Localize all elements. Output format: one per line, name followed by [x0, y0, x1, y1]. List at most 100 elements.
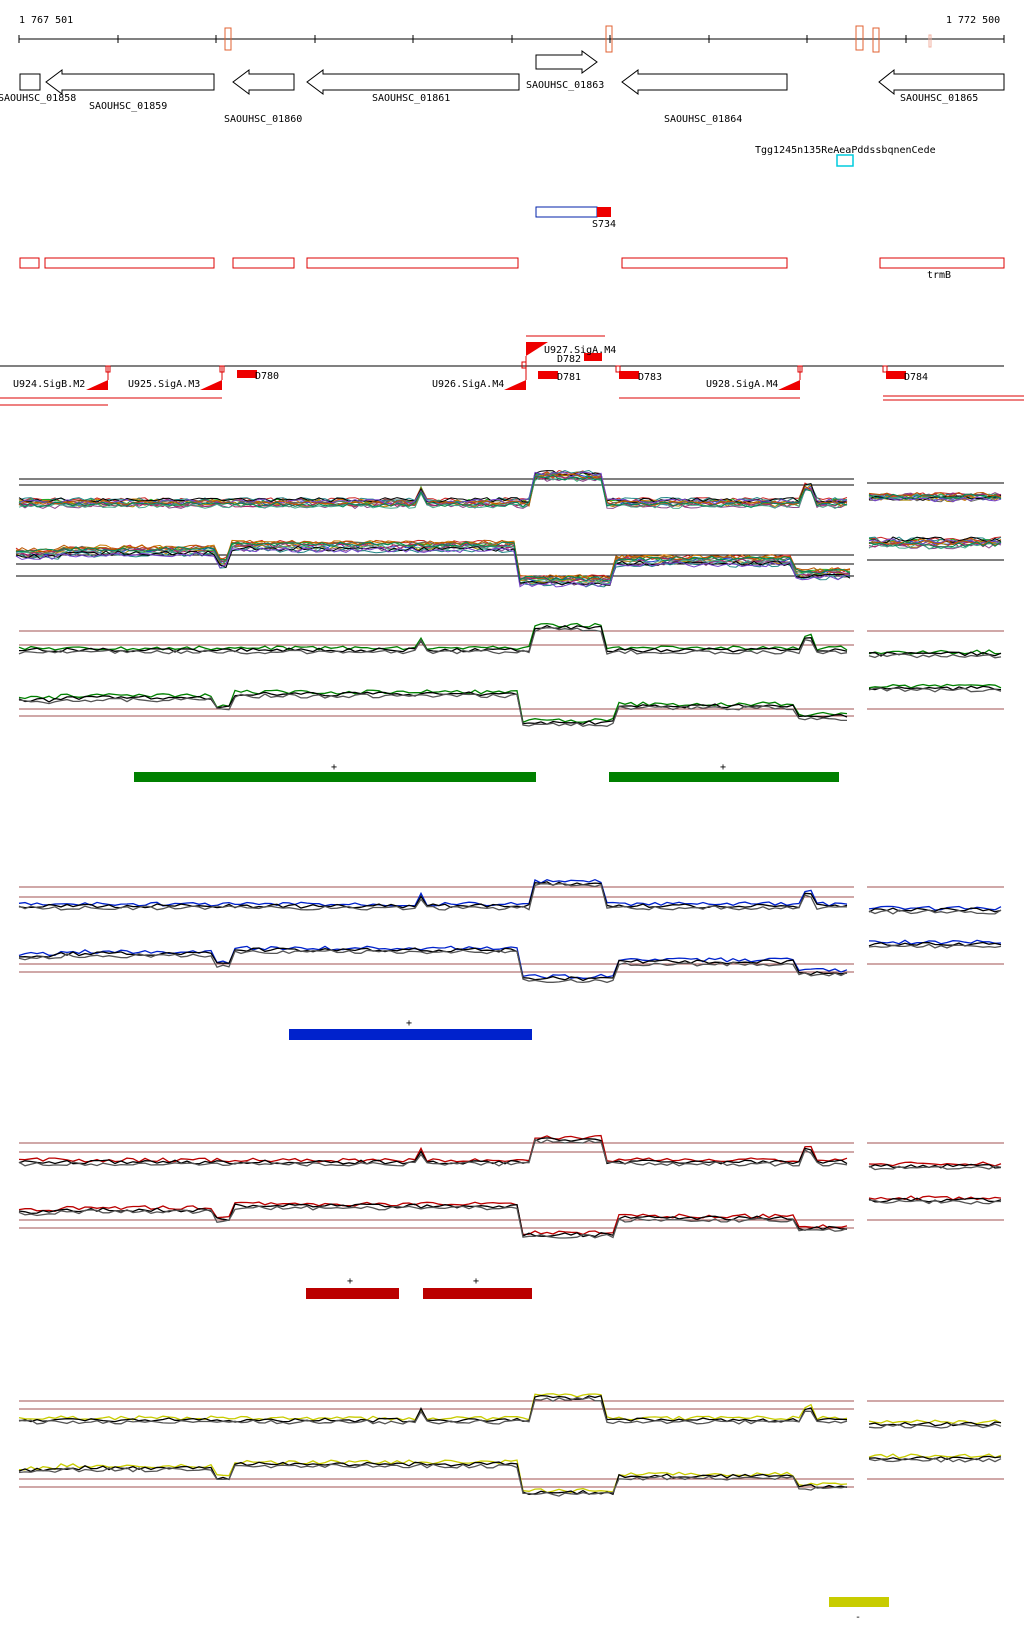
- gene-label: SAOUHSC_01860: [224, 114, 302, 125]
- trmb-label: trmB: [927, 270, 951, 281]
- green-trace: [868, 651, 1002, 657]
- strand-mark: -: [855, 1612, 861, 1623]
- gene-label: SAOUHSC_01859: [89, 101, 167, 112]
- overview-trace: [18, 474, 848, 508]
- gene-label: SAOUHSC_01864: [664, 114, 742, 125]
- red-region-bar[interactable]: [423, 1288, 532, 1299]
- red-trace: [18, 1134, 848, 1163]
- gene-label: SAOUHSC_01858: [0, 93, 76, 104]
- overview-trace: [15, 541, 851, 581]
- red-trace: [18, 1138, 848, 1167]
- gene-arrow-01864[interactable]: [621, 69, 788, 95]
- yellow-condition-panel: -: [18, 1393, 1004, 1623]
- gene-track: [19, 50, 1005, 96]
- gene-arrow-01863[interactable]: [535, 50, 598, 74]
- overview-trace: [18, 476, 848, 509]
- annotation-box-track: [19, 257, 1005, 269]
- segment-label: D784: [904, 372, 928, 383]
- overview-trace: [15, 539, 851, 580]
- coordinate-ruler: 1 767 501 1 772 500: [18, 15, 1005, 53]
- strand-mark: +: [473, 1276, 479, 1287]
- yellow-trace: [868, 1421, 1002, 1427]
- overview-trace: [868, 536, 1002, 544]
- segment-label: D780: [255, 371, 279, 382]
- cyan-feature-box[interactable]: [836, 154, 854, 167]
- coord-start-label: 1 767 501: [19, 15, 73, 26]
- yellow-trace: [868, 1423, 1002, 1429]
- segment-label: U926.SigA.M4: [432, 379, 504, 390]
- overview-trace: [15, 542, 851, 584]
- blue-trace: [868, 907, 1002, 913]
- overview-trace: [15, 547, 851, 588]
- gene-arrow-01861[interactable]: [306, 69, 520, 95]
- overview-trace: [15, 545, 851, 586]
- blue-trace: [868, 905, 1002, 911]
- blue-trace: [18, 878, 848, 907]
- blue-trace: [868, 943, 1002, 949]
- segment-label: U928.SigA.M4: [706, 379, 778, 390]
- yellow-trace: [868, 1419, 1002, 1425]
- segment-label: D783: [638, 372, 662, 383]
- green-trace: [18, 693, 847, 727]
- blue-condition-panel: +: [18, 878, 1004, 1040]
- segment-label: U925.SigA.M3: [128, 379, 200, 390]
- yellow-trace: [18, 1396, 848, 1425]
- red-trace: [868, 1161, 1002, 1167]
- yellow-trace: [868, 1457, 1002, 1463]
- yellow-trace: [868, 1453, 1002, 1459]
- green-region-bar[interactable]: [134, 772, 536, 782]
- gene-arrow-01859[interactable]: [45, 69, 215, 95]
- yellow-trace: [18, 1393, 848, 1421]
- overview-trace: [868, 495, 1002, 501]
- strand-mark: +: [331, 762, 337, 773]
- blue-trace: [18, 945, 848, 979]
- segment-label: U927.SigA.M4: [544, 345, 616, 356]
- yellow-region-bar[interactable]: [829, 1597, 889, 1607]
- overview-trace: [18, 469, 848, 503]
- gene-label: SAOUHSC_01861: [372, 93, 450, 104]
- segment-label: U924.SigB.M2: [13, 379, 85, 390]
- s734-label: S734: [592, 219, 616, 230]
- overview-trace: [18, 470, 848, 503]
- red-trace: [868, 1165, 1002, 1171]
- s734-feature[interactable]: S734: [535, 206, 616, 230]
- overview-trace: [18, 475, 848, 508]
- segment-label: D782: [557, 354, 581, 365]
- overview-trace: [15, 541, 851, 582]
- green-region-bar[interactable]: [609, 772, 839, 782]
- overview-trace: [18, 473, 848, 507]
- gene-label: SAOUHSC_01863: [526, 80, 604, 91]
- coord-end-label: 1 772 500: [946, 15, 1000, 26]
- red-trace: [868, 1163, 1002, 1169]
- red-region-bar[interactable]: [306, 1288, 399, 1299]
- segment-label: D781: [557, 372, 581, 383]
- gene-labels: SAOUHSC_01858 SAOUHSC_01859 SAOUHSC_0186…: [0, 80, 978, 125]
- green-trace: [18, 627, 848, 655]
- green-trace: [868, 653, 1002, 659]
- overlap-feature-label: Tgg1245n135ReAeaPddssbqnenCede: [755, 145, 936, 156]
- green-trace: [868, 683, 1002, 689]
- green-trace: [18, 691, 848, 725]
- green-condition-panel: + +: [18, 622, 1004, 782]
- segment-track: U924.SigB.M2 U925.SigA.M3 D780 U926.SigA…: [0, 335, 1024, 406]
- blue-region-bar[interactable]: [289, 1029, 532, 1040]
- gene-arrow-01865[interactable]: [878, 68, 1005, 96]
- green-trace: [18, 689, 848, 724]
- yellow-trace: [18, 1394, 848, 1423]
- green-trace: [868, 687, 1002, 693]
- overview-trace: [868, 493, 1002, 500]
- gene-arrow-01860[interactable]: [232, 69, 295, 95]
- blue-trace: [18, 881, 848, 909]
- gene-arrow-01858[interactable]: [19, 73, 41, 91]
- blue-trace: [18, 949, 848, 984]
- red-trace: [18, 1205, 848, 1239]
- blue-trace: [868, 909, 1002, 915]
- green-trace: [18, 622, 848, 651]
- green-trace: [868, 649, 1002, 655]
- red-trace: [868, 1199, 1001, 1205]
- green-trace: [18, 624, 848, 653]
- blue-trace: [18, 883, 848, 911]
- red-trace: [18, 1137, 848, 1165]
- strand-mark: +: [406, 1018, 412, 1029]
